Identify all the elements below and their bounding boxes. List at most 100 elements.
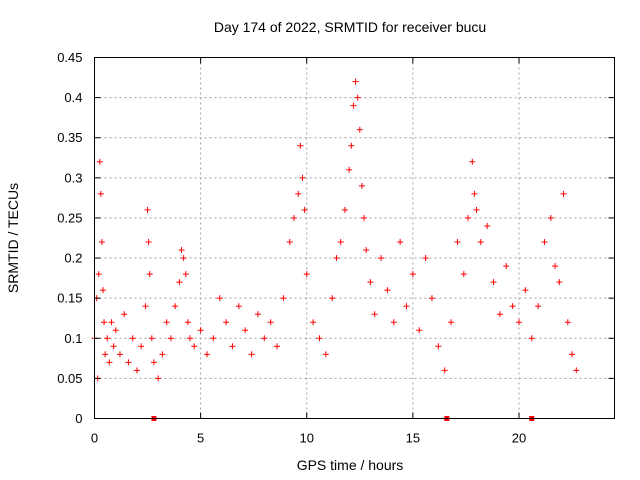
data-point [552, 263, 559, 270]
data-point [129, 335, 136, 342]
y-tick-label: 0.25 [57, 210, 82, 225]
data-point [471, 190, 478, 197]
y-tick-label: 0.45 [57, 50, 82, 65]
data-point [210, 335, 217, 342]
data-point [477, 239, 484, 246]
data-point [101, 319, 108, 326]
x-tick-label: 0 [91, 431, 98, 446]
plot-frame [94, 57, 615, 419]
data-point [142, 303, 149, 310]
y-tick-label: 0.1 [64, 331, 82, 346]
data-point [435, 343, 442, 350]
data-point [448, 319, 455, 326]
x-axis-label: GPS time / hours [297, 457, 404, 473]
x-tick-label: 10 [300, 431, 314, 446]
data-point [297, 142, 304, 149]
data-point [182, 271, 189, 278]
data-point [254, 311, 261, 318]
data-point [354, 94, 361, 101]
data-point [261, 335, 268, 342]
data-point [469, 158, 476, 165]
data-point [348, 142, 355, 149]
y-axis-ticks: 0 0.05 0.1 0.15 0.2 0.25 0.3 0.35 0.4 0.45 [57, 50, 615, 426]
data-point [350, 102, 357, 109]
data-point [155, 375, 162, 382]
data-point [528, 335, 535, 342]
x-axis-ticks: 0 5 10 15 20 [91, 57, 526, 446]
data-point [322, 351, 329, 358]
data-point [274, 343, 281, 350]
data-point [465, 214, 472, 221]
data-point [329, 295, 336, 302]
data-point [341, 206, 348, 213]
data-point [409, 271, 416, 278]
data-point [112, 327, 119, 334]
data-point [197, 327, 204, 334]
grid-layer [94, 57, 615, 419]
data-point [116, 351, 123, 358]
data-point [460, 271, 467, 278]
x-tick-label: 5 [197, 431, 204, 446]
data-point [356, 126, 363, 133]
data-point [299, 174, 306, 181]
data-point [560, 190, 567, 197]
data-point [97, 190, 104, 197]
data-point [535, 303, 542, 310]
data-point [110, 343, 117, 350]
data-point [403, 303, 410, 310]
data-point [102, 351, 109, 358]
data-point [303, 271, 310, 278]
data-point [108, 319, 115, 326]
data-point [146, 271, 153, 278]
data-point [337, 239, 344, 246]
data-point [172, 303, 179, 310]
chart-title: Day 174 of 2022, SRMTID for receiver buc… [214, 19, 486, 35]
data-point [291, 214, 298, 221]
data-point [316, 335, 323, 342]
data-point [371, 311, 378, 318]
data-point [187, 335, 194, 342]
data-point [176, 279, 183, 286]
data-point [547, 214, 554, 221]
data-point [503, 263, 510, 270]
y-tick-label: 0.3 [64, 170, 82, 185]
data-point [333, 255, 340, 262]
data-point [216, 295, 223, 302]
data-point [167, 335, 174, 342]
data-point [180, 255, 187, 262]
data-point [99, 287, 106, 294]
y-tick-label: 0.35 [57, 130, 82, 145]
data-point [556, 279, 563, 286]
data-point [397, 239, 404, 246]
data-point [95, 271, 102, 278]
x-tick-label: 15 [406, 431, 420, 446]
data-point [184, 319, 191, 326]
data-point [378, 255, 385, 262]
y-tick-label: 0 [75, 411, 82, 426]
data-point [490, 279, 497, 286]
data-point [267, 319, 274, 326]
y-tick-label: 0.15 [57, 291, 82, 306]
data-point [133, 367, 140, 374]
y-axis-label: SRMTID / TECUs [5, 183, 21, 293]
data-point [301, 206, 308, 213]
data-point [390, 319, 397, 326]
data-point [454, 239, 461, 246]
data-point [361, 214, 368, 221]
data-point [242, 327, 249, 334]
data-point [163, 319, 170, 326]
data-point [125, 359, 132, 366]
data-point [121, 311, 128, 318]
data-point [428, 295, 435, 302]
data-point [416, 327, 423, 334]
data-point [248, 351, 255, 358]
data-point [138, 343, 145, 350]
data-point [441, 367, 448, 374]
data-point [280, 295, 287, 302]
data-point [106, 359, 113, 366]
data-point [352, 78, 359, 85]
data-point [310, 319, 317, 326]
data-point [159, 351, 166, 358]
data-point [235, 303, 242, 310]
